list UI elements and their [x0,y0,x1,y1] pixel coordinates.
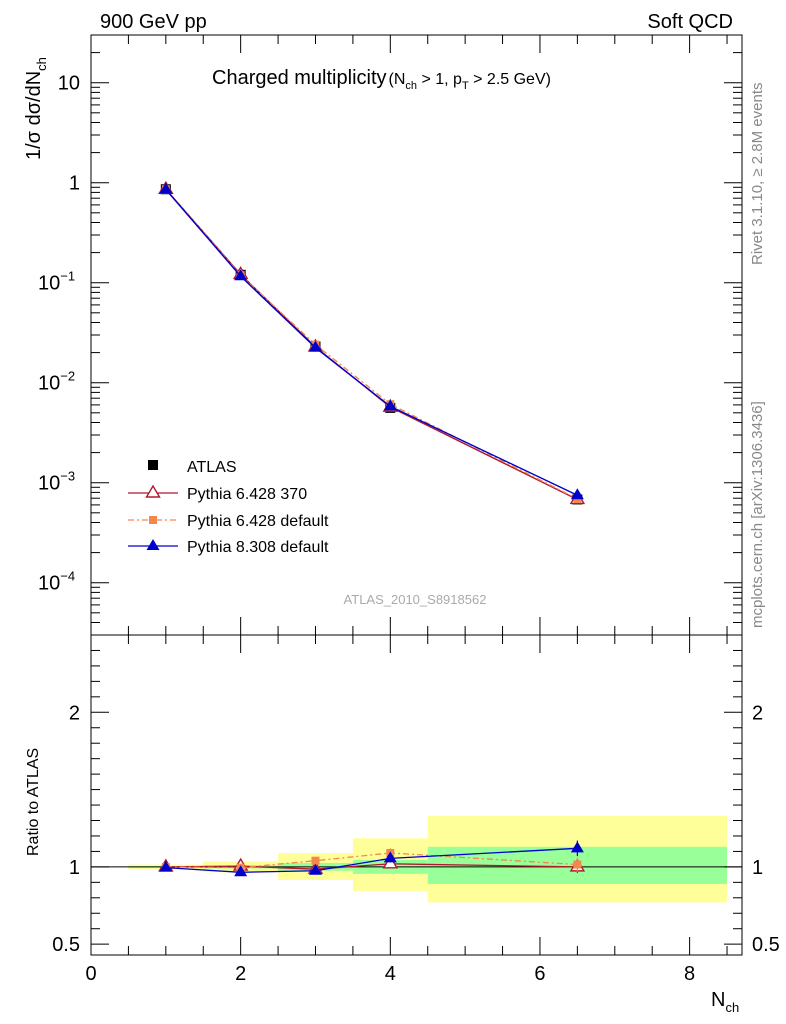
main-y-tick-label: 10−1 [38,269,75,295]
ratio-series-2-point [234,865,248,877]
legend-entry-pythia8: Pythia 8.308 default [128,539,329,556]
ratio-uncertainty-bands [128,815,728,903]
legend-marker-pythia8 [146,539,160,550]
legend-entry-atlas: ATLAS [148,459,237,476]
main-y-tick-label-base: 10 [38,573,60,595]
main-series-3-point [308,340,322,352]
ratio-series-2-point [159,860,173,872]
legend-label-pythia6-370: Pythia 6.428 370 [187,486,307,503]
main-series-3-point [159,182,173,194]
legend-entry-pythia6-default: Pythia 6.428 default [128,513,329,530]
x-axis-label: Nch [711,989,739,1015]
main-y-tick-label-base: 10 [58,73,80,95]
main-y-tick-label: 10−3 [38,469,75,495]
header-right: Soft QCD [647,11,733,33]
ratio-y-tick-label: 1 [69,857,80,879]
legend-label-atlas: ATLAS [187,459,237,476]
x-tick-label: 0 [85,963,96,985]
main-series-1-line [165,188,578,501]
main-y-tick-label-exponent: −2 [60,369,75,384]
main-y-tick-label-base: 10 [38,273,60,295]
legend-entry-pythia6-370: Pythia 6.428 370 [128,484,307,503]
ratio-y-tick-label: 0.5 [52,934,80,956]
legend-marker-atlas [148,460,158,470]
ratio-series-1-point [311,856,320,865]
main-y-tick-label: 10−4 [38,569,75,595]
ratio-panel-frame [90,634,743,956]
mcplots-label: mcplots.cern.ch [arXiv:1306.3436] [749,401,766,628]
ratio-y-tick-label: 2 [69,702,80,724]
x-tick-label: 4 [385,963,396,985]
legend: ATLAS Pythia 6.428 370 Pythia 6.428 defa… [128,459,329,556]
ratio-series-1-point [573,860,582,869]
main-series-2-line [165,188,578,500]
main-y-tick-label: 10 [58,73,80,95]
ratio-y-tick-label-right: 2 [752,702,763,724]
ratio-y-label: Ratio to ATLAS [25,748,42,856]
main-y-tick-label-exponent: −4 [60,569,75,584]
ratio-series-2-point [570,841,584,853]
legend-marker-pythia6-370 [145,484,161,498]
main-series-layer [158,180,586,505]
main-y-tick-label-base: 1 [69,173,80,195]
ratio-series-layer [158,840,586,877]
main-y-tick-label-base: 10 [38,473,60,495]
rivet-label: Rivet 3.1.10, ≥ 2.8M events [749,83,766,266]
main-series-3-point [234,269,248,281]
analysis-watermark: ATLAS_2010_S8918562 [344,592,487,607]
main-y-tick-label-exponent: −3 [60,469,75,484]
main-y-tick-label-exponent: −1 [60,269,75,284]
legend-marker-pythia6-default [149,516,157,524]
main-title: Charged multiplicity (Nch > 1, pT > 2.5 G… [212,67,551,92]
x-tick-label: 8 [684,963,695,985]
main-series-3-point [383,399,397,411]
ratio-axis-ticks: 0.5 0.5 1 1 2 2 0 2 4 6 8 [52,635,780,985]
main-series-3-point [570,488,584,500]
ratio-y-tick-label-right: 1 [752,857,763,879]
main-y-label: 1/σ dσ/dNch [23,57,49,160]
ratio-y-tick-label-right: 0.5 [752,934,780,956]
x-tick-label: 2 [235,963,246,985]
main-y-tick-label: 1 [69,173,80,195]
x-tick-label: 6 [534,963,545,985]
main-y-tick-label-base: 10 [38,373,60,395]
main-y-tick-label: 10−2 [38,369,75,395]
ratio-series-2-point [383,851,397,863]
header-left: 900 GeV pp [100,11,207,33]
ratio-series-2-point [308,863,322,875]
main-series-3-line [165,189,578,496]
legend-label-pythia6-default: Pythia 6.428 default [187,513,329,530]
legend-label-pythia8: Pythia 8.308 default [187,539,329,556]
